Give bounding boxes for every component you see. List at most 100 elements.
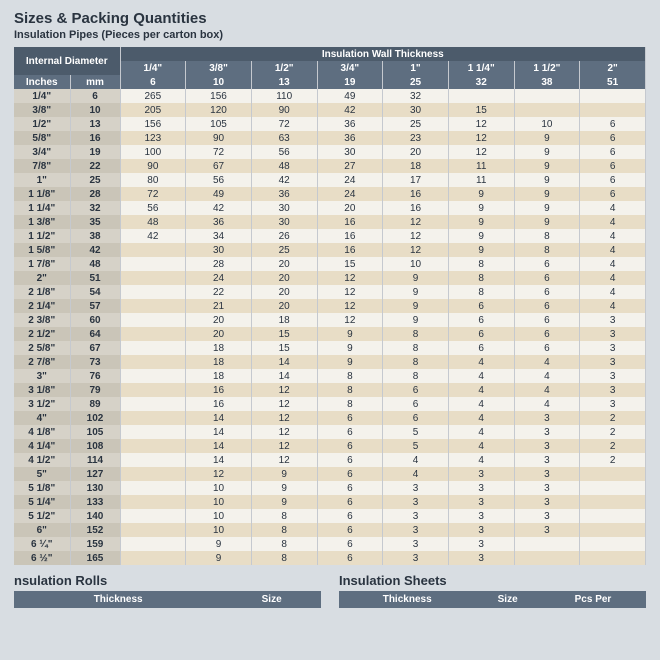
cell-inches: 5" bbox=[14, 467, 70, 481]
cell-value: 9 bbox=[514, 173, 580, 187]
cell-mm: 67 bbox=[70, 341, 120, 355]
cell-value: 3 bbox=[448, 551, 514, 565]
thickness-in-header: 1/2" bbox=[251, 61, 317, 75]
subtitle: Insulation Pipes (Pieces per carton box) bbox=[14, 29, 646, 41]
table-row: 2 1/4"572120129664 bbox=[14, 299, 646, 313]
cell-value: 6 bbox=[317, 551, 383, 565]
cell-value: 20 bbox=[186, 327, 252, 341]
cell-value: 9 bbox=[514, 159, 580, 173]
cell-value: 11 bbox=[448, 159, 514, 173]
cell-value bbox=[120, 271, 186, 285]
cell-value: 23 bbox=[383, 131, 449, 145]
cell-value: 16 bbox=[383, 201, 449, 215]
cell-value: 9 bbox=[514, 131, 580, 145]
cell-value: 4 bbox=[580, 229, 646, 243]
cell-inches: 1 7/8" bbox=[14, 257, 70, 271]
cell-inches: 5/8" bbox=[14, 131, 70, 145]
cell-value: 6 bbox=[580, 187, 646, 201]
table-row: 1 1/4"325642302016994 bbox=[14, 201, 646, 215]
cell-value bbox=[120, 495, 186, 509]
cell-value: 4 bbox=[514, 369, 580, 383]
cell-value: 16 bbox=[317, 229, 383, 243]
cell-value: 20 bbox=[251, 257, 317, 271]
cell-value: 9 bbox=[251, 495, 317, 509]
cell-value: 5 bbox=[383, 425, 449, 439]
cell-value bbox=[120, 467, 186, 481]
table-row: 3"76181488443 bbox=[14, 369, 646, 383]
cell-value: 27 bbox=[317, 159, 383, 173]
cell-value: 42 bbox=[317, 103, 383, 117]
cell-value: 3 bbox=[383, 523, 449, 537]
table-row: 3 1/2"89161286443 bbox=[14, 397, 646, 411]
cell-value: 9 bbox=[383, 271, 449, 285]
cell-inches: 3/4" bbox=[14, 145, 70, 159]
table-row: 1 7/8"4828201510864 bbox=[14, 257, 646, 271]
cell-value: 16 bbox=[186, 383, 252, 397]
cell-value: 6 bbox=[580, 117, 646, 131]
cell-value: 20 bbox=[251, 299, 317, 313]
cell-value: 30 bbox=[383, 103, 449, 117]
cell-value: 10 bbox=[186, 481, 252, 495]
cell-value: 56 bbox=[186, 173, 252, 187]
cell-value: 8 bbox=[317, 369, 383, 383]
cell-value bbox=[120, 369, 186, 383]
header-wall-thickness: Insulation Wall Thickness bbox=[120, 47, 645, 61]
cell-value: 12 bbox=[317, 299, 383, 313]
cell-value: 12 bbox=[383, 215, 449, 229]
cell-value: 3 bbox=[514, 425, 580, 439]
cell-value: 9 bbox=[383, 313, 449, 327]
cell-value: 6 bbox=[448, 313, 514, 327]
cell-value: 6 bbox=[514, 327, 580, 341]
cell-value: 24 bbox=[317, 187, 383, 201]
cell-inches: 1 1/2" bbox=[14, 229, 70, 243]
thickness-in-header: 3/4" bbox=[317, 61, 383, 75]
sheets-title: Insulation Sheets bbox=[339, 573, 646, 588]
cell-value: 105 bbox=[186, 117, 252, 131]
cell-value bbox=[580, 467, 646, 481]
col-inches: Inches bbox=[14, 75, 70, 89]
cell-value: 4 bbox=[448, 411, 514, 425]
cell-value: 3 bbox=[580, 341, 646, 355]
cell-value: 6 bbox=[317, 481, 383, 495]
cell-value: 6 bbox=[514, 271, 580, 285]
cell-value: 20 bbox=[383, 145, 449, 159]
cell-mm: 28 bbox=[70, 187, 120, 201]
cell-value: 6 bbox=[580, 131, 646, 145]
cell-inches: 2 1/2" bbox=[14, 327, 70, 341]
cell-value: 6 bbox=[383, 397, 449, 411]
cell-value: 49 bbox=[186, 187, 252, 201]
cell-inches: 1/4" bbox=[14, 89, 70, 103]
cell-value: 2 bbox=[580, 439, 646, 453]
table-row: 2 5/8"67181598663 bbox=[14, 341, 646, 355]
cell-value: 9 bbox=[448, 229, 514, 243]
page-title: Sizes & Packing Quantities bbox=[14, 10, 646, 27]
cell-value: 6 bbox=[317, 425, 383, 439]
cell-value: 12 bbox=[251, 383, 317, 397]
cell-inches: 2 1/8" bbox=[14, 285, 70, 299]
cell-mm: 76 bbox=[70, 369, 120, 383]
cell-value: 36 bbox=[186, 215, 252, 229]
sheets-col-pcsper: Pcs Per bbox=[540, 591, 646, 608]
thickness-mm-row: Inches mm 610131925323851 bbox=[14, 75, 646, 89]
cell-value: 36 bbox=[317, 117, 383, 131]
cell-inches: 1 3/8" bbox=[14, 215, 70, 229]
cell-value: 9 bbox=[448, 201, 514, 215]
cell-value: 15 bbox=[448, 103, 514, 117]
cell-value bbox=[120, 411, 186, 425]
rolls-col-thickness: Thickness bbox=[14, 591, 222, 608]
cell-inches: 1" bbox=[14, 173, 70, 187]
cell-value bbox=[120, 537, 186, 551]
cell-value: 18 bbox=[186, 355, 252, 369]
cell-value: 15 bbox=[251, 327, 317, 341]
cell-value bbox=[120, 551, 186, 565]
cell-value: 4 bbox=[514, 383, 580, 397]
cell-value: 16 bbox=[317, 243, 383, 257]
cell-value: 6 bbox=[448, 327, 514, 341]
cell-value: 156 bbox=[120, 117, 186, 131]
cell-value: 12 bbox=[251, 453, 317, 467]
cell-value bbox=[120, 509, 186, 523]
cell-inches: 6 ¼" bbox=[14, 537, 70, 551]
cell-value: 4 bbox=[580, 201, 646, 215]
cell-value: 9 bbox=[251, 481, 317, 495]
cell-value: 3 bbox=[383, 537, 449, 551]
